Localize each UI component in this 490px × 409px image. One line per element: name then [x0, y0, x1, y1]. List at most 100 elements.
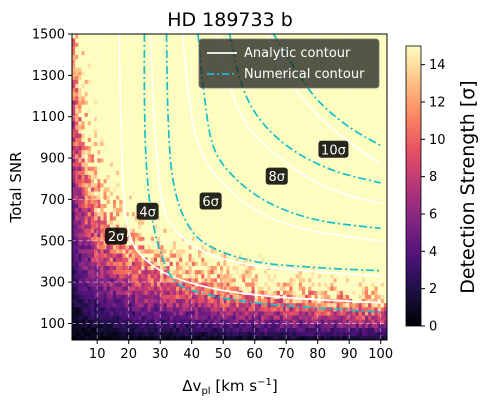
heatmap-cell — [235, 236, 240, 242]
heatmap-cell — [185, 96, 189, 101]
heatmap-cell — [103, 265, 108, 271]
heatmap-cell — [172, 67, 177, 72]
heatmap-cell — [267, 211, 271, 217]
heatmap-cell — [242, 166, 246, 171]
heatmap-cell — [248, 91, 252, 97]
heatmap-cell — [109, 58, 114, 64]
heatmap-cell — [264, 116, 268, 122]
heatmap-cell — [106, 46, 111, 51]
heatmap-cell — [273, 282, 278, 287]
heatmap-cell — [144, 50, 148, 56]
heatmap-cell — [261, 191, 265, 196]
heatmap-cell — [160, 170, 164, 175]
heatmap-cell — [279, 104, 284, 109]
heatmap-cell — [125, 178, 130, 184]
heatmap-cell — [194, 46, 199, 51]
heatmap-cell — [125, 162, 130, 167]
heatmap-cell — [194, 257, 199, 262]
heatmap-cell — [144, 79, 148, 85]
heatmap-cell — [163, 249, 167, 254]
heatmap-cell — [94, 50, 98, 56]
heatmap-cell — [138, 290, 142, 295]
heatmap-cell — [128, 282, 133, 287]
heatmap-cell — [75, 232, 79, 238]
heatmap-cell — [147, 220, 152, 225]
heatmap-cell — [125, 290, 130, 295]
heatmap-cell — [112, 116, 117, 122]
heatmap-cell — [100, 331, 104, 337]
heatmap-cell — [175, 182, 180, 188]
heatmap-cell — [135, 294, 139, 300]
heatmap-cell — [122, 34, 126, 39]
heatmap-cell — [166, 87, 171, 93]
heatmap-cell — [175, 100, 180, 105]
heatmap-cell — [128, 187, 133, 192]
heatmap-cell — [198, 124, 202, 130]
heatmap-cell — [78, 319, 82, 324]
heatmap-cell — [191, 277, 196, 283]
heatmap-cell — [147, 38, 152, 43]
heatmap-cell — [257, 100, 262, 105]
heatmap-cell — [116, 215, 120, 221]
heatmap-cell — [160, 277, 164, 283]
heatmap-cell — [213, 137, 218, 142]
heatmap-cell — [179, 120, 183, 126]
heatmap-cell — [226, 191, 230, 196]
heatmap-cell — [81, 79, 85, 85]
heatmap-cell — [204, 261, 208, 266]
heatmap-cell — [264, 311, 268, 316]
heatmap-cell — [163, 170, 167, 175]
heatmap-cell — [216, 257, 221, 262]
heatmap-cell — [257, 290, 262, 295]
heatmap-cell — [84, 104, 89, 109]
heatmap-cell — [160, 133, 164, 138]
heatmap-cell — [254, 104, 259, 109]
heatmap-cell — [141, 46, 145, 51]
heatmap-cell — [172, 79, 177, 85]
heatmap-cell — [78, 244, 82, 250]
heatmap-cell — [81, 75, 85, 80]
heatmap-cell — [97, 83, 101, 89]
heatmap-cell — [109, 91, 114, 97]
heatmap-cell — [257, 277, 262, 283]
heatmap-cell — [188, 50, 193, 56]
heatmap-cell — [201, 306, 205, 312]
heatmap-cell — [116, 327, 120, 333]
heatmap-cell — [141, 75, 145, 80]
heatmap-cell — [128, 170, 133, 175]
heatmap-cell — [81, 178, 85, 184]
heatmap-cell — [242, 141, 246, 147]
heatmap-cell — [160, 178, 164, 184]
heatmap-cell — [273, 104, 278, 109]
heatmap-cell — [94, 145, 98, 151]
heatmap-cell — [226, 207, 230, 213]
heatmap-cell — [251, 129, 256, 134]
heatmap-cell — [201, 137, 205, 142]
heatmap-cell — [194, 187, 199, 192]
heatmap-cell — [204, 182, 208, 188]
heatmap-cell — [273, 244, 278, 250]
heatmap-cell — [131, 261, 136, 266]
heatmap-cell — [194, 191, 199, 196]
heatmap-cell — [116, 331, 120, 337]
heatmap-cell — [169, 182, 174, 188]
heatmap-cell — [157, 158, 161, 163]
heatmap-cell — [106, 178, 111, 184]
heatmap-cell — [72, 67, 76, 72]
heatmap-cell — [90, 162, 95, 167]
heatmap-cell — [198, 120, 202, 126]
heatmap-cell — [160, 249, 164, 254]
heatmap-cell — [188, 79, 193, 85]
heatmap-cell — [226, 91, 230, 97]
heatmap-cell — [150, 282, 155, 287]
heatmap-cell — [138, 75, 142, 80]
heatmap-cell — [163, 129, 167, 134]
heatmap-cell — [163, 282, 167, 287]
heatmap-cell — [97, 174, 101, 180]
heatmap-cell — [75, 302, 79, 308]
heatmap-cell — [226, 178, 230, 184]
heatmap-cell — [125, 282, 130, 287]
heatmap-cell — [128, 178, 133, 184]
heatmap-cell — [119, 38, 123, 43]
heatmap-cell — [160, 331, 164, 337]
